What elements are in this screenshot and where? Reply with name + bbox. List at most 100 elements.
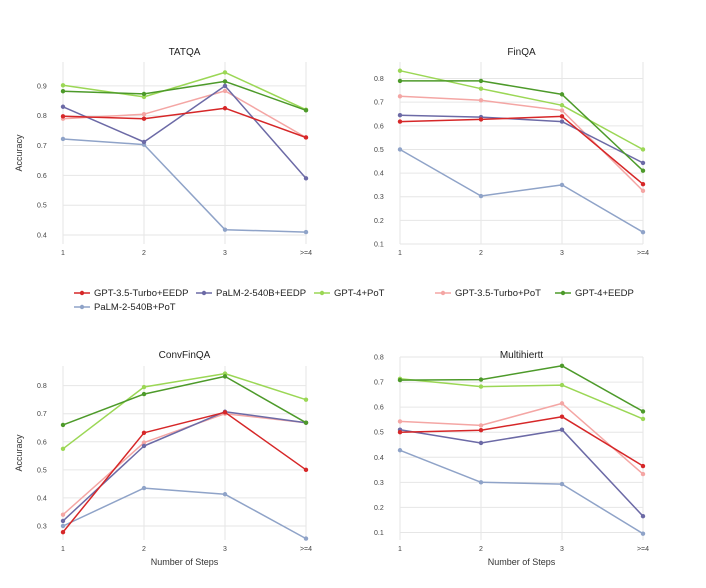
series-line [62,90,307,139]
data-point [303,397,309,402]
series-gpt-4-pot [60,371,309,451]
y-tick-label: 0.6 [374,123,384,130]
series-line [62,487,307,540]
data-point [559,92,565,97]
data-point [222,88,228,94]
data-point [60,446,66,451]
panel-title: ConvFinQA [159,350,211,361]
series-palm-2-540b-eedp [60,409,309,524]
series-gpt-3-5-turbo-eedp [60,410,309,535]
x-tick-label: 3 [560,250,564,257]
series-line [399,69,644,151]
data-point [222,106,228,111]
data-point [478,440,484,446]
legend-item-gpt-4-pot: GPT-4+PoT [314,288,385,299]
y-tick-label: 0.3 [37,523,47,530]
series-line [399,148,644,233]
data-point [559,182,565,188]
data-point [478,78,484,84]
data-point [60,529,66,535]
data-point [640,168,646,173]
legend-label: GPT-3.5-Turbo+EEDP [94,288,188,299]
y-tick-label: 0.4 [37,495,47,502]
panel-tatqa: 0.4 0.5 0.6 0.7 0.8 0.9 1 2 3 >=4 TATQA Accuracy [14,47,312,257]
legend-label: PaLM-2-540B+EEDP [216,288,306,299]
y-tick-label: 0.8 [37,113,47,120]
data-point [397,377,403,383]
data-point [222,83,228,89]
data-point [640,188,646,194]
data-point [559,481,565,487]
x-tick-label: 1 [61,250,65,257]
y-tick-label: 0.2 [374,505,384,512]
data-point [303,176,309,181]
y-tick-label: 0.3 [374,480,384,487]
legend-label: GPT-4+PoT [334,288,385,299]
y-axis-label: Accuracy [14,134,24,172]
legend-marker [79,304,85,310]
series-line [399,449,644,535]
data-point [478,423,484,428]
series-line [62,85,307,179]
data-point [640,147,646,152]
series-gpt-3-5-turbo-pot [60,411,309,517]
data-point [60,422,66,428]
data-point [397,119,403,124]
data-point [478,377,484,382]
data-point [559,414,565,419]
data-point [478,428,484,433]
series-palm-2-540b-eedp [397,427,646,519]
y-tick-label: 0.5 [374,430,384,437]
data-point [397,68,403,73]
legend-label: GPT-4+EEDP [575,288,634,299]
legend-label: PaLM-2-540B+PoT [94,302,176,313]
series-gpt-4-eedp [397,363,646,414]
data-point [397,94,403,99]
data-point [478,193,484,199]
data-point [60,114,66,119]
data-point [303,135,309,140]
data-point [559,108,565,113]
y-tick-label: 0.7 [37,411,47,418]
data-point [303,467,309,473]
data-point [60,104,66,109]
data-point [559,103,565,108]
data-point [397,430,403,435]
data-point [141,139,147,145]
x-tick-label: 2 [142,546,146,553]
data-point [478,384,484,389]
y-tick-label: 0.5 [374,147,384,154]
y-tick-label: 0.7 [374,380,384,387]
data-point [303,108,309,113]
data-point [397,147,403,152]
data-point [141,116,147,121]
series-palm-2-540b-pot [60,485,309,541]
series-gpt-4-eedp [60,79,309,113]
series-line [62,80,307,112]
series-line [399,114,644,164]
x-tick-label: 1 [61,546,65,553]
series-gpt-3-5-turbo-pot [397,94,646,194]
data-point [559,382,565,388]
y-tick-label: 0.8 [374,76,384,83]
data-point [222,492,228,497]
data-point [478,98,484,103]
data-point [222,227,228,232]
y-tick-label: 0.7 [37,143,47,150]
data-point [141,112,147,117]
data-point [60,89,66,94]
data-point [559,114,565,119]
x-tick-label: >=4 [300,546,312,553]
data-point [141,384,147,390]
series-line [62,372,307,450]
data-point [60,523,66,529]
series-gpt-4-pot [60,70,309,112]
series-gpt-4-eedp [397,78,646,173]
series-palm-2-540b-eedp [397,112,646,166]
data-point [559,427,565,432]
x-tick-label: 2 [479,546,483,553]
x-tick-label: >=4 [300,250,312,257]
y-tick-label: 0.4 [37,233,47,240]
series-line [399,428,644,517]
data-point [559,363,565,368]
